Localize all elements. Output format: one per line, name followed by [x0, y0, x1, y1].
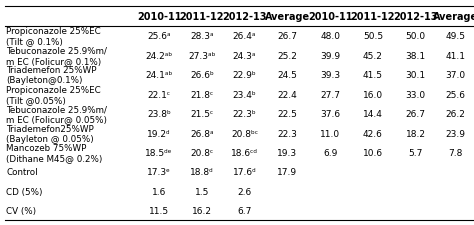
Text: 17.3ᵉ: 17.3ᵉ	[147, 168, 171, 177]
Text: 19.2ᵈ: 19.2ᵈ	[147, 129, 171, 138]
Text: 22.3ᵇ: 22.3ᵇ	[233, 110, 256, 119]
Text: 26.6ᵇ: 26.6ᵇ	[190, 71, 214, 80]
Text: CD (5%): CD (5%)	[6, 187, 43, 196]
Text: 18.2: 18.2	[406, 129, 426, 138]
Text: 23.8ᵇ: 23.8ᵇ	[147, 110, 171, 119]
Text: 37.6: 37.6	[320, 110, 340, 119]
Text: 39.3: 39.3	[320, 71, 340, 80]
Text: 24.3ᵃ: 24.3ᵃ	[233, 52, 256, 61]
Text: Triademefon 25%WP
(Bayleton@0.1%): Triademefon 25%WP (Bayleton@0.1%)	[6, 66, 97, 85]
Text: 26.7: 26.7	[277, 32, 297, 41]
Text: 30.1: 30.1	[406, 71, 426, 80]
Text: 42.6: 42.6	[363, 129, 383, 138]
Text: 50.0: 50.0	[406, 32, 426, 41]
Text: 2011-12: 2011-12	[180, 12, 224, 22]
Text: CV (%): CV (%)	[6, 206, 36, 215]
Text: 41.5: 41.5	[363, 71, 383, 80]
Text: 2012-13: 2012-13	[222, 12, 267, 22]
Text: 14.4: 14.4	[363, 110, 383, 119]
Text: 48.0: 48.0	[320, 32, 340, 41]
Text: 19.3: 19.3	[277, 148, 297, 157]
Text: 37.0: 37.0	[446, 71, 465, 80]
Text: 41.1: 41.1	[446, 52, 465, 61]
Text: 24.2ᵃᵇ: 24.2ᵃᵇ	[146, 52, 173, 61]
Text: 17.9: 17.9	[277, 168, 297, 177]
Text: Mancozeb 75%WP
(Dithane M45@ 0.2%): Mancozeb 75%WP (Dithane M45@ 0.2%)	[6, 143, 102, 162]
Text: 22.3: 22.3	[277, 129, 297, 138]
Text: 1.5: 1.5	[195, 187, 209, 196]
Text: 21.8ᶜ: 21.8ᶜ	[190, 90, 213, 99]
Text: 20.8ᶜ: 20.8ᶜ	[190, 148, 213, 157]
Text: 16.0: 16.0	[363, 90, 383, 99]
Text: 20.8ᵇᶜ: 20.8ᵇᶜ	[231, 129, 258, 138]
Text: 17.6ᵈ: 17.6ᵈ	[233, 168, 256, 177]
Text: 24.1ᵃᵇ: 24.1ᵃᵇ	[146, 71, 173, 80]
Text: 22.5: 22.5	[277, 110, 297, 119]
Text: 6.7: 6.7	[237, 206, 252, 215]
Text: Average: Average	[265, 12, 310, 22]
Text: 23.9: 23.9	[446, 129, 465, 138]
Text: 24.5: 24.5	[277, 71, 297, 80]
Text: 26.8ᵃ: 26.8ᵃ	[190, 129, 214, 138]
Text: Tebuconazole 25.9%m/
m EC (Folicur@ 0.05%): Tebuconazole 25.9%m/ m EC (Folicur@ 0.05…	[6, 105, 107, 124]
Text: Control: Control	[6, 168, 38, 177]
Text: Propiconazole 25%EC
(Tilt @0.05%): Propiconazole 25%EC (Tilt @0.05%)	[6, 85, 101, 104]
Text: 2012-13: 2012-13	[393, 12, 438, 22]
Text: 11.5: 11.5	[149, 206, 169, 215]
Text: 7.8: 7.8	[448, 148, 463, 157]
Text: 2.6: 2.6	[237, 187, 252, 196]
Text: 25.6: 25.6	[446, 90, 465, 99]
Text: 22.1ᶜ: 22.1ᶜ	[147, 90, 171, 99]
Text: 27.7: 27.7	[320, 90, 340, 99]
Text: 5.7: 5.7	[409, 148, 423, 157]
Text: Triademefon25%WP
(Bayleton @ 0.05%): Triademefon25%WP (Bayleton @ 0.05%)	[6, 124, 94, 143]
Text: 10.6: 10.6	[363, 148, 383, 157]
Text: 38.1: 38.1	[406, 52, 426, 61]
Text: 2010-11: 2010-11	[308, 12, 352, 22]
Text: 21.5ᶜ: 21.5ᶜ	[190, 110, 213, 119]
Text: 26.2: 26.2	[446, 110, 465, 119]
Text: 22.4: 22.4	[277, 90, 297, 99]
Text: 25.2: 25.2	[277, 52, 297, 61]
Text: 49.5: 49.5	[446, 32, 465, 41]
Text: 23.4ᵇ: 23.4ᵇ	[233, 90, 256, 99]
Text: Tebuconazole 25.9%m/
m EC (Folicur@ 0.1%): Tebuconazole 25.9%m/ m EC (Folicur@ 0.1%…	[6, 47, 107, 65]
Text: 18.6ᶜᵈ: 18.6ᶜᵈ	[231, 148, 258, 157]
Text: 1.6: 1.6	[152, 187, 166, 196]
Text: Propiconazole 25%EC
(Tilt @ 0.1%): Propiconazole 25%EC (Tilt @ 0.1%)	[6, 27, 101, 46]
Text: 11.0: 11.0	[320, 129, 340, 138]
Text: 2010-11: 2010-11	[137, 12, 182, 22]
Text: 22.9ᵇ: 22.9ᵇ	[233, 71, 256, 80]
Text: 28.3ᵃ: 28.3ᵃ	[190, 32, 214, 41]
Text: 26.4ᵃ: 26.4ᵃ	[233, 32, 256, 41]
Text: 26.7: 26.7	[406, 110, 426, 119]
Text: 16.2: 16.2	[192, 206, 212, 215]
Text: 6.9: 6.9	[323, 148, 337, 157]
Text: 25.6ᵃ: 25.6ᵃ	[147, 32, 171, 41]
Text: 18.8ᵈ: 18.8ᵈ	[190, 168, 214, 177]
Text: Average: Average	[433, 12, 474, 22]
Text: 27.3ᵃᵇ: 27.3ᵃᵇ	[188, 52, 216, 61]
Text: 2011-12: 2011-12	[351, 12, 395, 22]
Text: 45.2: 45.2	[363, 52, 383, 61]
Text: 33.0: 33.0	[406, 90, 426, 99]
Text: 39.9: 39.9	[320, 52, 340, 61]
Text: 18.5ᵈᵉ: 18.5ᵈᵉ	[146, 148, 173, 157]
Text: 50.5: 50.5	[363, 32, 383, 41]
